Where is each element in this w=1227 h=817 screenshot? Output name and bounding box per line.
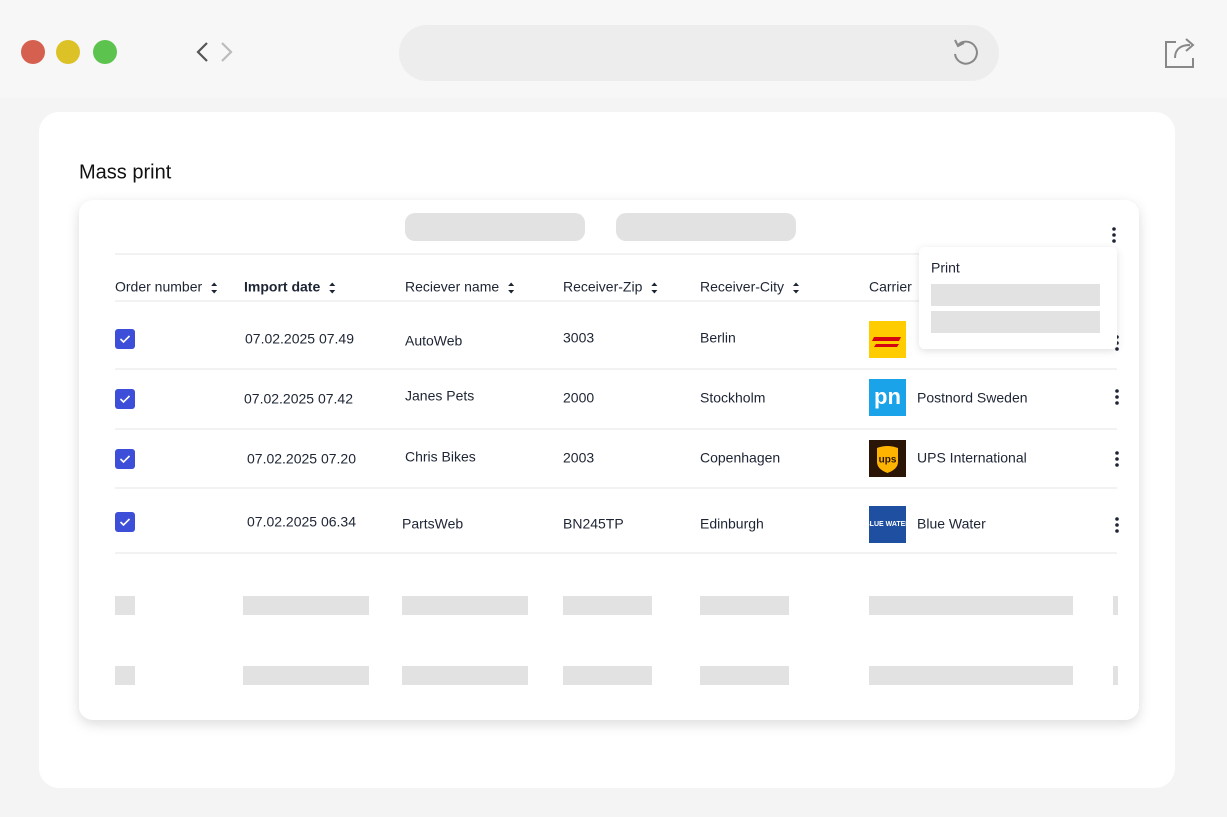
row-checkbox[interactable] — [115, 329, 135, 349]
row-placeholder — [700, 666, 789, 685]
row-checkbox[interactable] — [115, 512, 135, 532]
receiver-city: Berlin — [700, 330, 736, 346]
table-row[interactable]: 07.02.2025 07.49 AutoWeb 3003 Berlin — [115, 321, 1119, 358]
sort-icon[interactable] — [793, 282, 800, 294]
carrier-name: Blue Water — [917, 516, 986, 532]
table-row[interactable]: 07.02.2025 07.42 Janes Pets 2000 Stockholm p… — [115, 379, 1119, 416]
dot — [1115, 457, 1119, 461]
row-menu-button[interactable] — [1115, 517, 1119, 533]
checkmark — [119, 518, 131, 527]
row-placeholder — [700, 596, 789, 615]
checkmark — [119, 455, 131, 464]
checkmark — [119, 395, 131, 404]
row-placeholder — [869, 666, 1073, 685]
carrier-logo-shield — [877, 446, 898, 473]
carrier-logo — [869, 506, 906, 543]
dot — [1115, 451, 1119, 455]
dot — [1115, 463, 1119, 467]
import-date: 07.02.2025 06.34 — [247, 514, 356, 530]
page-title: Mass print — [79, 161, 172, 183]
row-menu-button[interactable] — [1115, 451, 1119, 467]
row-placeholder — [402, 596, 528, 615]
row-placeholder — [115, 666, 135, 685]
minimize-button[interactable] — [56, 40, 80, 64]
row-placeholder — [243, 596, 369, 615]
menu-placeholder[interactable] — [931, 311, 1100, 333]
receiver-city: Copenhagen — [700, 450, 780, 466]
menu-placeholder[interactable] — [931, 284, 1100, 306]
import-date: 07.02.2025 07.42 — [244, 391, 353, 407]
receiver-name: Chris Bikes — [405, 449, 476, 465]
row-checkbox[interactable] — [115, 389, 135, 409]
reload-button[interactable] — [954, 40, 978, 65]
carrier-logo-mark — [872, 337, 901, 347]
column-header[interactable]: Receiver-Zip — [563, 279, 643, 295]
maximize-button[interactable] — [93, 40, 117, 64]
row-placeholder — [563, 666, 652, 685]
filter-placeholder[interactable] — [616, 213, 796, 241]
carrier-name: UPS International — [917, 450, 1027, 466]
row-menu-button[interactable] — [1115, 389, 1119, 405]
dot — [1115, 517, 1119, 521]
receiver-name: Janes Pets — [405, 388, 474, 404]
receiver-zip: BN245TP — [563, 516, 624, 532]
receiver-zip: 3003 — [563, 330, 594, 346]
filter-placeholder[interactable] — [405, 213, 585, 241]
carrier-logo-text: BLUE WATER — [865, 521, 911, 528]
row-placeholder — [1113, 596, 1118, 615]
dot — [1115, 523, 1119, 527]
table-menu-button[interactable] — [1112, 227, 1116, 243]
column-header[interactable]: Import date — [244, 279, 320, 295]
dot — [1115, 389, 1119, 393]
receiver-zip: 2000 — [563, 390, 594, 406]
address-bar[interactable] — [399, 25, 999, 81]
table-row[interactable]: 07.02.2025 07.20 Chris Bikes 2003 Copenhage… — [115, 440, 1119, 477]
sort-icon[interactable] — [508, 282, 515, 294]
forward-button[interactable] — [221, 42, 233, 62]
back-button[interactable] — [196, 42, 208, 62]
import-date: 07.02.2025 07.20 — [247, 451, 356, 467]
receiver-city: Stockholm — [700, 390, 765, 406]
dot — [1115, 401, 1119, 405]
receiver-city: Edinburgh — [700, 516, 764, 532]
carrier-logo — [869, 379, 906, 416]
column-header[interactable]: Carrier — [869, 279, 912, 295]
sort-icon[interactable] — [211, 282, 218, 294]
row-placeholder — [115, 596, 135, 615]
reload-arrow — [954, 39, 965, 48]
receiver-name: AutoWeb — [405, 333, 463, 349]
carrier-name: Postnord Sweden — [917, 390, 1028, 406]
column-header[interactable]: Order number — [115, 279, 202, 295]
carrier-logo-text: ups — [879, 455, 897, 466]
menu-item[interactable]: Print — [931, 260, 960, 276]
sort-icon[interactable] — [329, 282, 336, 294]
receiver-zip: 2003 — [563, 450, 594, 466]
dot — [1115, 395, 1119, 399]
import-date: 07.02.2025 07.49 — [245, 331, 354, 347]
dot — [1115, 347, 1119, 351]
sort-icon[interactable] — [651, 282, 658, 294]
row-placeholder — [1113, 666, 1118, 685]
row-checkbox[interactable] — [115, 449, 135, 469]
close-button[interactable] — [21, 40, 45, 64]
row-placeholder — [869, 596, 1073, 615]
row-placeholder — [243, 666, 369, 685]
table-row[interactable]: 07.02.2025 06.34 PartsWeb BN245TP Edinburgh… — [115, 506, 1119, 543]
checkmark — [119, 335, 131, 344]
column-header[interactable]: Reciever name — [405, 279, 499, 295]
column-header[interactable]: Receiver-City — [700, 279, 784, 295]
receiver-name: PartsWeb — [402, 516, 463, 532]
row-placeholder — [563, 596, 652, 615]
share-button[interactable] — [1165, 38, 1195, 68]
dot — [1115, 529, 1119, 533]
row-placeholder — [402, 666, 528, 685]
carrier-logo-text: pn — [874, 384, 901, 409]
